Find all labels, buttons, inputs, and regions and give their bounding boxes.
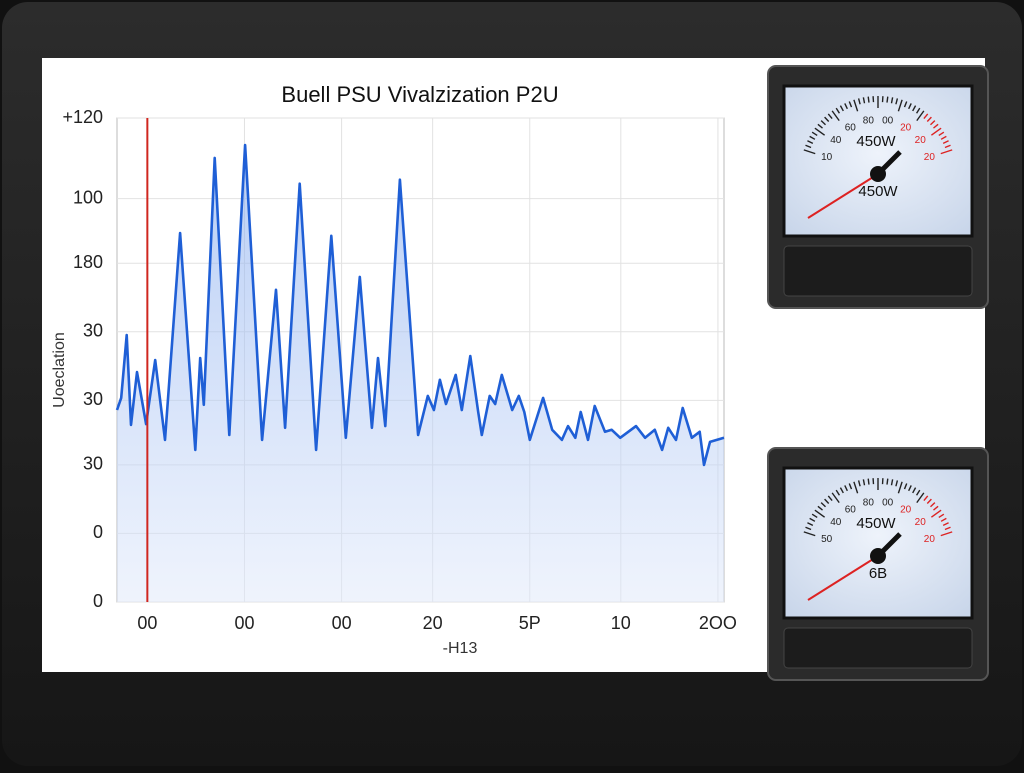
x-tick-label: 00 [332,613,352,633]
y-axis-label: Uoeclation [51,332,68,408]
gauge-face [784,468,972,618]
gauge-face [784,86,972,236]
y-tick-label: 30 [83,321,103,341]
x-tick-label: 2OO [699,613,737,633]
gauge-scale-label: 00 [882,498,894,509]
gauge-scale-label: 60 [845,122,857,133]
y-tick-label: +120 [62,107,103,127]
y-tick-label: 30 [83,389,103,409]
gauge-scale-label: 60 [845,504,857,515]
gauge-scale-label: 50 [821,534,833,545]
x-tick-label: 5P [519,613,541,633]
gauge-tick [887,479,888,485]
gauge-scale-label: 20 [915,517,927,528]
y-tick-label: 180 [73,252,103,272]
gauge-tick [887,97,888,103]
gauge-scale-label: 80 [863,498,875,509]
x-axis-label: -H13 [443,640,478,657]
gauge-tick [868,479,869,485]
gauge-scale-label: 20 [900,504,912,515]
gauge-caption: 6B [869,565,887,582]
needle-hub [870,166,886,182]
chart: Buell PSU Vivalzization P2U -H13 Uoeclat… [51,82,737,657]
gauge-tick [868,97,869,103]
y-tick-label: 30 [83,454,103,474]
y-tick-label: 0 [93,591,103,611]
gauge-scale-label: 20 [924,152,936,163]
gauge-reading: 450W [856,133,896,150]
x-tick-label: 10 [611,613,631,633]
chart-title: Buell PSU Vivalzization P2U [281,82,558,107]
gauge-scale-label: 20 [915,135,927,146]
gauge-scale-label: 20 [924,534,936,545]
y-tick-label: 0 [93,522,103,542]
gauge-scale-label: 20 [900,122,912,133]
x-tick-label: 00 [234,613,254,633]
gauge-scale-label: 40 [830,135,842,146]
gauge-reading: 450W [856,515,896,532]
gauge-caption: 450W [858,183,898,200]
gauge-scale-label: 00 [882,116,894,127]
grille [784,628,972,668]
y-tick-label: 100 [73,187,103,207]
x-tick-label: 00 [137,613,157,633]
needle-hub [870,548,886,564]
x-tick-label: 20 [423,613,443,633]
gauge-scale-label: 40 [830,517,842,528]
grille [784,246,972,296]
gauge-scale-label: 80 [863,116,875,127]
gauge-scale-label: 10 [821,152,833,163]
